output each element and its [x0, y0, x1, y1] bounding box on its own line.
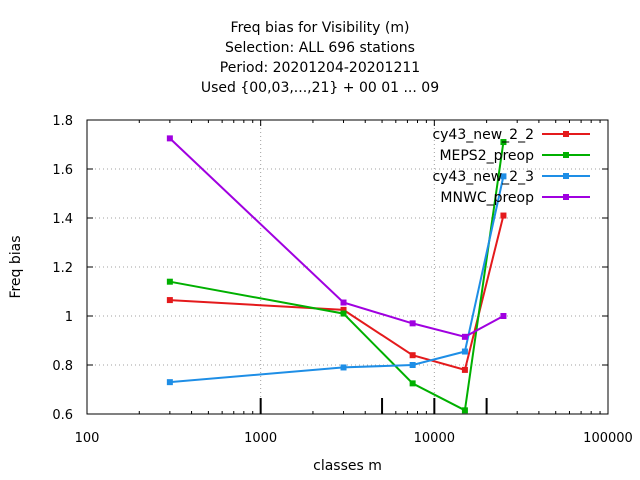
- series-cy43_new_2_3: [166, 173, 507, 386]
- chart-title-line-4: Used {00,03,...,21} + 00 01 ... 09: [200, 80, 440, 96]
- data-point: [166, 135, 173, 142]
- y-tick-label: 1: [65, 310, 73, 325]
- legend-label: cy43_new_2_2: [432, 127, 534, 143]
- series-MEPS2_preop: [166, 139, 507, 414]
- legend-label: cy43_new_2_3: [432, 169, 534, 185]
- x-tick-label: 100: [75, 431, 100, 446]
- data-point: [340, 364, 347, 371]
- data-point: [409, 380, 416, 387]
- data-point: [409, 320, 416, 327]
- class-marks: [259, 398, 488, 414]
- series-layer: [166, 135, 507, 414]
- data-point: [461, 407, 468, 414]
- y-tick-label: 0.8: [52, 359, 73, 374]
- data-point: [461, 333, 468, 340]
- data-point: [166, 278, 173, 285]
- y-tick-label: 0.6: [52, 408, 73, 423]
- series-cy43_new_2_2: [166, 212, 507, 373]
- data-point: [461, 348, 468, 355]
- x-tick-label: 100000: [583, 431, 633, 446]
- legend-marker: [563, 194, 569, 200]
- y-tick-label: 1.6: [52, 163, 73, 178]
- series-line: [169, 215, 505, 372]
- y-axis-label: Freq bias: [8, 235, 24, 298]
- data-point: [409, 362, 416, 368]
- legend: cy43_new_2_2 MEPS2_preop cy43_new_2_3 MNWC_…: [432, 127, 590, 206]
- series-MNWC_preop: [166, 135, 507, 340]
- y-tick-label: 1.8: [52, 114, 73, 129]
- data-point: [500, 139, 507, 146]
- legend-label: MEPS2_preop: [439, 148, 534, 164]
- x-tick-label: 10000: [414, 431, 455, 446]
- x-tick-label: 1000: [244, 431, 277, 446]
- data-point: [340, 310, 347, 317]
- series-line: [169, 176, 505, 384]
- chart-title-line-1: Freq bias for Visibility (m): [230, 20, 410, 36]
- y-tick-label: 1.2: [52, 261, 73, 276]
- data-point: [500, 212, 507, 219]
- legend-marker: [563, 173, 569, 179]
- data-point: [500, 173, 507, 180]
- y-tick-label: 1.4: [52, 212, 73, 227]
- data-point: [340, 299, 347, 306]
- grid-layer: [87, 120, 608, 414]
- data-point: [340, 306, 347, 313]
- x-axis-label: classes m: [313, 458, 382, 474]
- data-point: [500, 313, 507, 319]
- legend-label: MNWC_preop: [440, 190, 534, 206]
- legend-marker: [563, 152, 569, 158]
- chart-title-line-2: Selection: ALL 696 stations: [225, 40, 415, 56]
- tick-layer: 0.6 0.8 1 1.2 1.4 1.6 1.8 100 1000 10000 100000: [52, 114, 633, 446]
- data-point: [409, 352, 416, 359]
- data-point: [166, 379, 173, 386]
- chart-title-line-3: Period: 20201204-20201211: [219, 60, 421, 76]
- data-point: [461, 366, 468, 373]
- legend-marker: [563, 131, 569, 137]
- data-point: [166, 297, 173, 304]
